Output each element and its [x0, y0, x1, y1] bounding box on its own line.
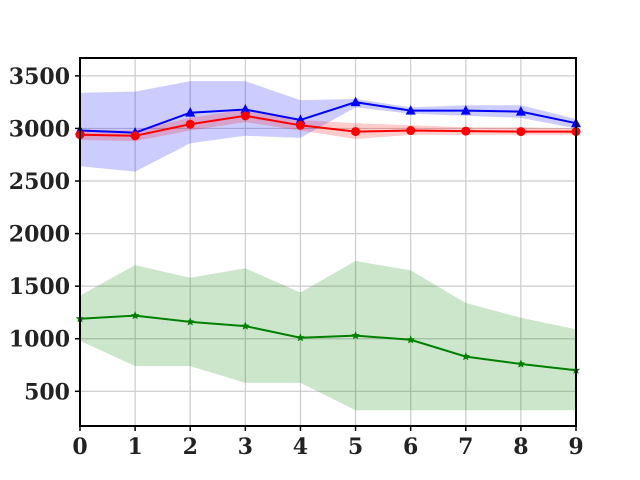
data-point [240, 111, 250, 121]
y-tick-label: 500 [24, 379, 70, 405]
data-point [350, 96, 361, 107]
data-point [515, 106, 526, 116]
confidence-band-0 [80, 81, 576, 172]
x-tick-label: 5 [348, 434, 363, 460]
x-tick-label: 1 [127, 434, 142, 460]
data-point [130, 311, 140, 320]
confidence-bands [80, 81, 576, 411]
x-tick-label: 6 [403, 434, 418, 460]
y-tick-label: 3000 [9, 116, 70, 142]
data-point [405, 105, 416, 115]
confidence-band-1 [80, 109, 576, 142]
data-point [406, 335, 415, 344]
x-tick-label: 9 [568, 434, 583, 460]
data-point [296, 333, 305, 342]
data-point [461, 352, 471, 361]
x-tick-label: 4 [293, 434, 308, 460]
series-lines [79, 101, 577, 372]
data-point [461, 126, 471, 136]
data-point [406, 126, 416, 136]
data-point [185, 107, 196, 117]
data-point [130, 131, 140, 141]
y-tick-label: 1000 [9, 327, 70, 353]
plot-frame [79, 57, 577, 427]
series-line-2 [79, 314, 577, 372]
data-point [516, 127, 526, 137]
data-point [460, 105, 471, 115]
x-tick-label: 3 [238, 434, 253, 460]
data-point [241, 321, 250, 330]
y-tick-label: 2500 [9, 169, 70, 195]
data-point [185, 317, 195, 326]
x-tick-label: 8 [513, 434, 528, 460]
data-point [351, 331, 360, 340]
y-tick-label: 1500 [9, 274, 70, 300]
x-tick-label: 0 [72, 434, 87, 460]
data-point [295, 120, 305, 130]
data-point [185, 119, 195, 129]
confidence-band-2 [80, 260, 576, 411]
x-axis-ticks: 0 1 2 3 4 5 6 7 8 9 [72, 426, 584, 460]
data-point [516, 359, 526, 368]
y-tick-label: 2000 [9, 222, 70, 248]
series-line-0 [79, 101, 577, 134]
grid [79, 58, 577, 426]
y-tick-label: 3500 [9, 64, 70, 90]
series-line-1 [79, 114, 576, 137]
data-point [351, 127, 361, 137]
x-tick-label: 7 [458, 434, 473, 460]
y-axis-ticks: 500 1000 1500 2000 2500 3000 3500 [9, 64, 80, 405]
x-tick-label: 2 [183, 434, 198, 460]
data-point [240, 104, 251, 114]
